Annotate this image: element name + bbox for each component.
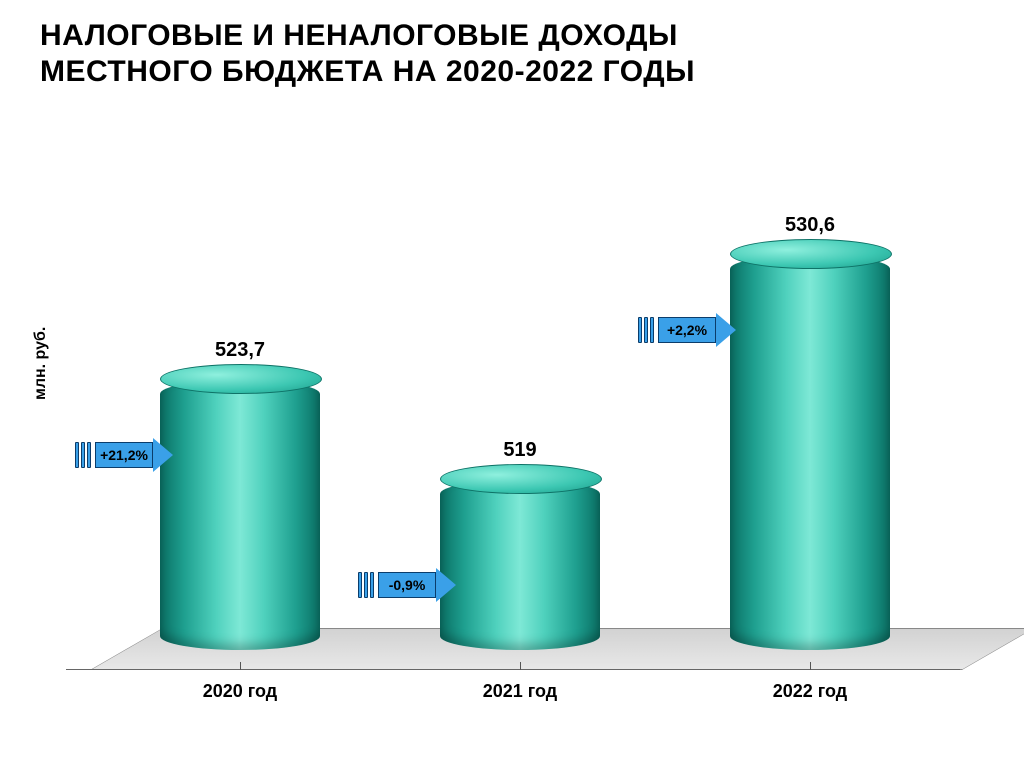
callout-tail-stripes	[358, 572, 376, 598]
x-tick	[520, 662, 521, 670]
x-axis-category-label: 2022 год	[710, 681, 910, 702]
title-line-2: МЕСТНОГО БЮДЖЕТА НА 2020-2022 ГОДЫ	[40, 54, 984, 90]
cylinder-top	[440, 464, 602, 494]
change-callout: +2,2%	[638, 315, 736, 345]
arrow-right-icon	[436, 568, 456, 602]
x-tick	[810, 662, 811, 670]
x-axis-category-label: 2020 год	[140, 681, 340, 702]
x-axis-category-label: 2021 год	[420, 681, 620, 702]
cylinder-top	[730, 239, 892, 269]
cylinder-bar	[730, 241, 890, 650]
bar-value-label: 519	[420, 439, 620, 462]
bar-value-label: 523,7	[140, 339, 340, 362]
cylinder-body	[730, 255, 890, 650]
arrow-right-icon	[716, 313, 736, 347]
cylinder-bar	[440, 466, 600, 650]
arrow-right-icon	[153, 438, 173, 472]
cylinder-bar	[160, 366, 320, 650]
callout-body: -0,9%	[378, 572, 436, 598]
title-line-1: НАЛОГОВЫЕ И НЕНАЛОГОВЫЕ ДОХОДЫ	[40, 18, 984, 54]
cylinder-body	[440, 480, 600, 650]
callout-tail-stripes	[75, 442, 93, 468]
bar-value-label: 530,6	[710, 214, 910, 237]
cylinder-body	[160, 380, 320, 650]
x-tick	[240, 662, 241, 670]
chart-area: 523,7 2020 год +21,2% 519 2021 год -0,9% 530,6…	[90, 140, 960, 700]
callout-body: +21,2%	[95, 442, 153, 468]
cylinder-top	[160, 364, 322, 394]
callout-tail-stripes	[638, 317, 656, 343]
y-axis-label: млн. руб.	[32, 327, 50, 400]
change-callout: -0,9%	[358, 570, 456, 600]
chart-title: НАЛОГОВЫЕ И НЕНАЛОГОВЫЕ ДОХОДЫ МЕСТНОГО …	[40, 18, 984, 90]
change-callout: +21,2%	[75, 440, 173, 470]
callout-body: +2,2%	[658, 317, 716, 343]
x-axis-line	[66, 669, 960, 670]
